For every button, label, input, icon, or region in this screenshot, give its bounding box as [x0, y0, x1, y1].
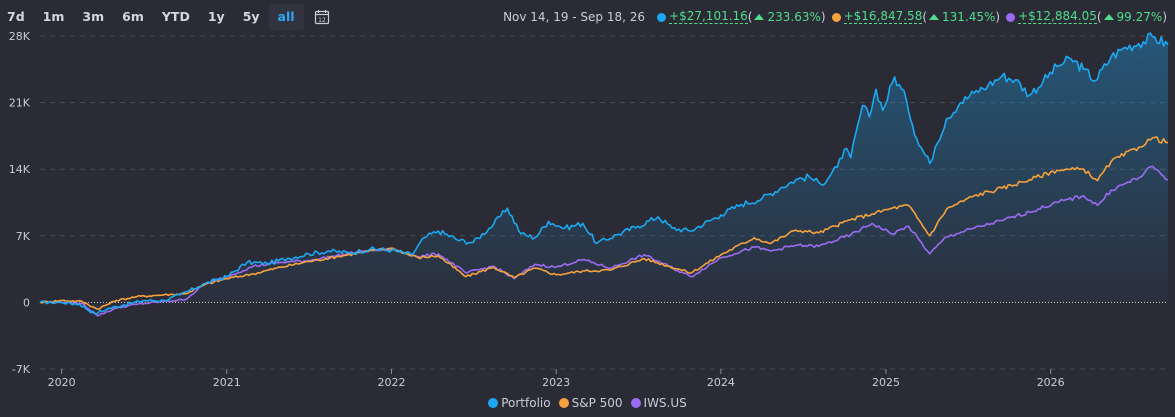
- legend-dot-icon: [488, 398, 499, 408]
- performance-summary: Nov 14, 19 - Sep 18, 26 +$27,101.16 (233…: [503, 0, 1167, 34]
- series-dot-icon: [657, 12, 667, 22]
- y-tick-label: -7K: [12, 363, 31, 376]
- range-5y-button[interactable]: 5y: [242, 9, 260, 24]
- summary-item-sp500: +$16,847.58 (131.45%): [831, 9, 1000, 24]
- legend-item-sp500[interactable]: S&P 500: [558, 396, 623, 410]
- series-line-s-p-500[interactable]: [39, 136, 1169, 310]
- range-3m-button[interactable]: 3m: [82, 9, 105, 24]
- legend-item-portfolio[interactable]: Portfolio: [488, 396, 551, 410]
- gain-percent: 99.27%: [1116, 10, 1163, 24]
- range-all-button[interactable]: all: [268, 4, 304, 30]
- y-tick-label: 7K: [16, 230, 31, 243]
- series-dot-icon: [831, 12, 841, 22]
- x-tick-label: 2022: [377, 376, 405, 389]
- summary-item-iws: +$12,884.05 (99.27%): [1006, 10, 1167, 24]
- y-tick-label: 28K: [9, 30, 31, 43]
- gain-value[interactable]: +$27,101.16: [669, 9, 748, 24]
- legend-dot-icon: [630, 398, 641, 408]
- y-tick-label: 21K: [9, 97, 31, 110]
- legend-label: S&P 500: [571, 396, 623, 410]
- gain-value[interactable]: +$12,884.05: [1018, 9, 1097, 24]
- x-tick-label: 2020: [48, 376, 76, 389]
- series-line-portfolio[interactable]: [39, 32, 1169, 315]
- range-ytd-button[interactable]: YTD: [161, 9, 190, 24]
- x-tick-label: 2021: [213, 376, 241, 389]
- x-tick-label: 2025: [872, 376, 900, 389]
- legend-dot-icon: [558, 398, 569, 408]
- legend-label: Portfolio: [501, 396, 551, 410]
- x-tick-label: 2026: [1037, 376, 1065, 389]
- portfolio-area: [40, 33, 1168, 314]
- gain-percent: 233.63%: [767, 10, 821, 24]
- range-6m-button[interactable]: 6m: [122, 9, 144, 24]
- legend-item-iws[interactable]: IWS.US: [630, 396, 687, 410]
- range-1y-button[interactable]: 1y: [207, 9, 225, 24]
- summary-item-portfolio: +$27,101.16 (233.63%): [657, 10, 826, 24]
- gain-value[interactable]: +$16,847.58: [843, 9, 923, 24]
- calendar-day-label: 12: [318, 17, 326, 24]
- gain-percent: 131.45%: [942, 10, 996, 24]
- x-tick-label: 2023: [542, 376, 570, 389]
- calendar-icon[interactable]: 12: [314, 9, 330, 25]
- y-tick-label: 0: [23, 296, 30, 309]
- chart-legend: Portfolio S&P 500 IWS.US: [0, 396, 1175, 410]
- date-range-label[interactable]: Nov 14, 19 - Sep 18, 26: [503, 10, 646, 24]
- x-tick-label: 2024: [707, 376, 735, 389]
- series-dot-icon: [1006, 12, 1016, 22]
- up-triangle-icon: [1103, 13, 1114, 20]
- range-1m-button[interactable]: 1m: [42, 9, 65, 24]
- up-triangle-icon: [929, 13, 940, 20]
- range-7d-button[interactable]: 7d: [7, 9, 25, 24]
- up-triangle-icon: [754, 13, 765, 20]
- range-toolbar: 7d 1m 3m 6m YTD 1y 5y all 12: [0, 0, 330, 34]
- legend-label: IWS.US: [643, 396, 687, 410]
- y-tick-label: 14K: [9, 163, 31, 176]
